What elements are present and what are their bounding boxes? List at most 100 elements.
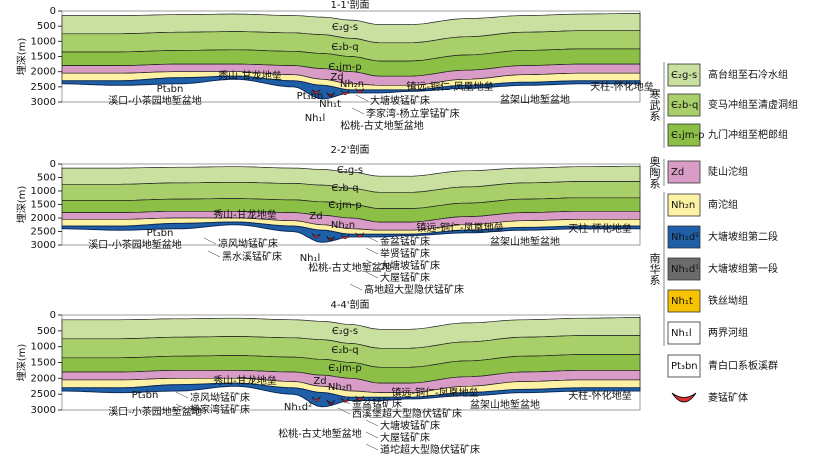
leader-line — [203, 237, 217, 245]
y-tick-label: 2000 — [31, 67, 56, 78]
section-title: 1-1'剖面 — [330, 0, 369, 11]
section-label: 溪口-小茶园地堑盆地 — [108, 405, 202, 418]
section-label: Zd — [309, 211, 322, 222]
section-label: 黑水溪锰矿床 — [222, 250, 282, 263]
section-label: Є₂g-s — [337, 165, 363, 176]
axis-label: 埋深(m) — [16, 344, 28, 382]
y-tick-label: 3000 — [31, 97, 56, 108]
section-label: Nh₁t — [319, 99, 341, 110]
section-label: Nh₁l — [305, 113, 326, 124]
legend-name: 九门冲组至杷郎组 — [708, 128, 788, 141]
ore-body — [355, 232, 364, 238]
legend-name: 菱锰矿体 — [708, 391, 748, 404]
section-label: Є₁jm-p — [328, 363, 361, 374]
y-tick-label: 3000 — [31, 405, 56, 416]
ore-body — [355, 88, 364, 94]
y-tick-label: 1500 — [31, 52, 56, 63]
axis-label: 埋深(m) — [16, 186, 28, 224]
leader-line — [349, 283, 363, 291]
leader-line — [365, 431, 379, 439]
y-tick-label: 2500 — [31, 82, 56, 93]
section-label: 溪口-小茶园地堑盆地 — [108, 94, 202, 107]
ore-body — [326, 236, 335, 241]
section-label: Zd — [330, 72, 343, 83]
ore-body — [312, 233, 321, 239]
legend-name: 两界河组 — [708, 326, 748, 339]
leader-line — [365, 419, 379, 427]
leader-line — [365, 247, 379, 255]
legend-name: 铁丝坳组 — [708, 294, 748, 307]
legend-code: Zd — [671, 167, 684, 178]
y-tick-label: 1500 — [31, 358, 56, 369]
section-label: 大屋锰矿床 — [380, 271, 430, 284]
section-title: 4-4'剖面 — [330, 298, 369, 311]
group-label: 奥陶系 — [648, 155, 661, 189]
section-label: 大屋锰矿床 — [380, 431, 430, 444]
y-tick-label: 1000 — [31, 342, 56, 353]
leader-line — [365, 259, 379, 267]
leader-line — [175, 391, 189, 399]
section-label: 天柱-怀化地垒 — [568, 222, 632, 235]
section-label: 杨家湾锰矿床 — [190, 403, 250, 416]
legend-name: 青白口系板溪群 — [708, 359, 778, 372]
ore-body — [312, 89, 321, 95]
legend-code: Є₁jm-p — [671, 130, 704, 141]
y-tick-label: 2000 — [31, 373, 56, 384]
section-label: Є₂g-s — [332, 22, 358, 33]
legend-swatch — [667, 354, 701, 378]
section-label: 李家湾-杨立掌锰矿床 — [366, 107, 460, 120]
section-label: 镇远-铜仁-凤凰地垒 — [406, 80, 493, 93]
section-label: Zd — [313, 376, 326, 387]
section-label: 天柱-怀化地垒 — [590, 80, 654, 93]
section-label: Є₂b-q — [331, 183, 358, 194]
ore-body — [312, 396, 321, 402]
section-label: Nh₂n — [340, 79, 364, 90]
section-label: 凉风坳锰矿床 — [190, 391, 250, 404]
section-label: 镇远-铜仁-凤凰地垒 — [416, 221, 503, 234]
section-label: Nh₁l — [300, 253, 321, 264]
section-label: 凉风坳锰矿床 — [218, 237, 278, 250]
legend-code: Є₂g-s — [671, 70, 697, 81]
section-label: 举贤锰矿床 — [380, 247, 430, 260]
legend-swatch — [667, 93, 701, 117]
group-label: 南华系 — [648, 252, 661, 285]
y-tick-label: 500 — [37, 326, 56, 337]
section-label: Nh₁d² — [284, 402, 312, 413]
leader-line — [337, 407, 351, 415]
section-label: 秀山-甘龙地垒 — [213, 374, 277, 387]
section-label: 天柱-怀化地垒 — [568, 389, 632, 402]
section-label: 镇远-铜仁-凤凰地垒 — [391, 386, 478, 399]
section-label: 盆架山地堑盆地 — [500, 93, 570, 106]
legend-swatch — [667, 321, 701, 345]
legend-name: 陡山沱组 — [708, 165, 748, 178]
y-tick-label: 2000 — [31, 213, 56, 224]
section-label: 金盆锰矿床 — [352, 397, 402, 410]
legend-swatch — [667, 193, 701, 217]
legend-code: Nh₁t — [671, 296, 693, 307]
section-label: 大塘坡锰矿床 — [380, 419, 440, 432]
section-label: Pt₃bn — [297, 91, 324, 102]
section-label: 盆架山地堑盆地 — [470, 398, 540, 411]
section-label: 大塘坡锰矿床 — [370, 94, 430, 107]
section-label: Є₁jm-p — [328, 200, 361, 211]
y-tick-label: 500 — [37, 173, 56, 184]
section-label: Є₁jm-p — [328, 62, 361, 73]
y-tick-label: 2500 — [31, 227, 56, 238]
stratum — [61, 221, 641, 243]
y-tick-label: 0 — [50, 159, 56, 170]
section-label: 秀山-甘龙地垒 — [218, 69, 282, 82]
leader-line — [365, 443, 379, 451]
legend-code: Nh₁l — [671, 328, 692, 339]
legend-code: Є₂b-q — [671, 100, 698, 111]
ore-body — [340, 90, 350, 96]
stratum — [61, 75, 641, 100]
ore-body — [326, 399, 335, 405]
legend-swatch — [667, 123, 701, 147]
section-label: Pt₃bn — [147, 228, 174, 239]
legend-ore-icon — [671, 392, 697, 403]
section-label: Є₂b-q — [331, 345, 358, 356]
legend-swatch — [667, 225, 701, 249]
